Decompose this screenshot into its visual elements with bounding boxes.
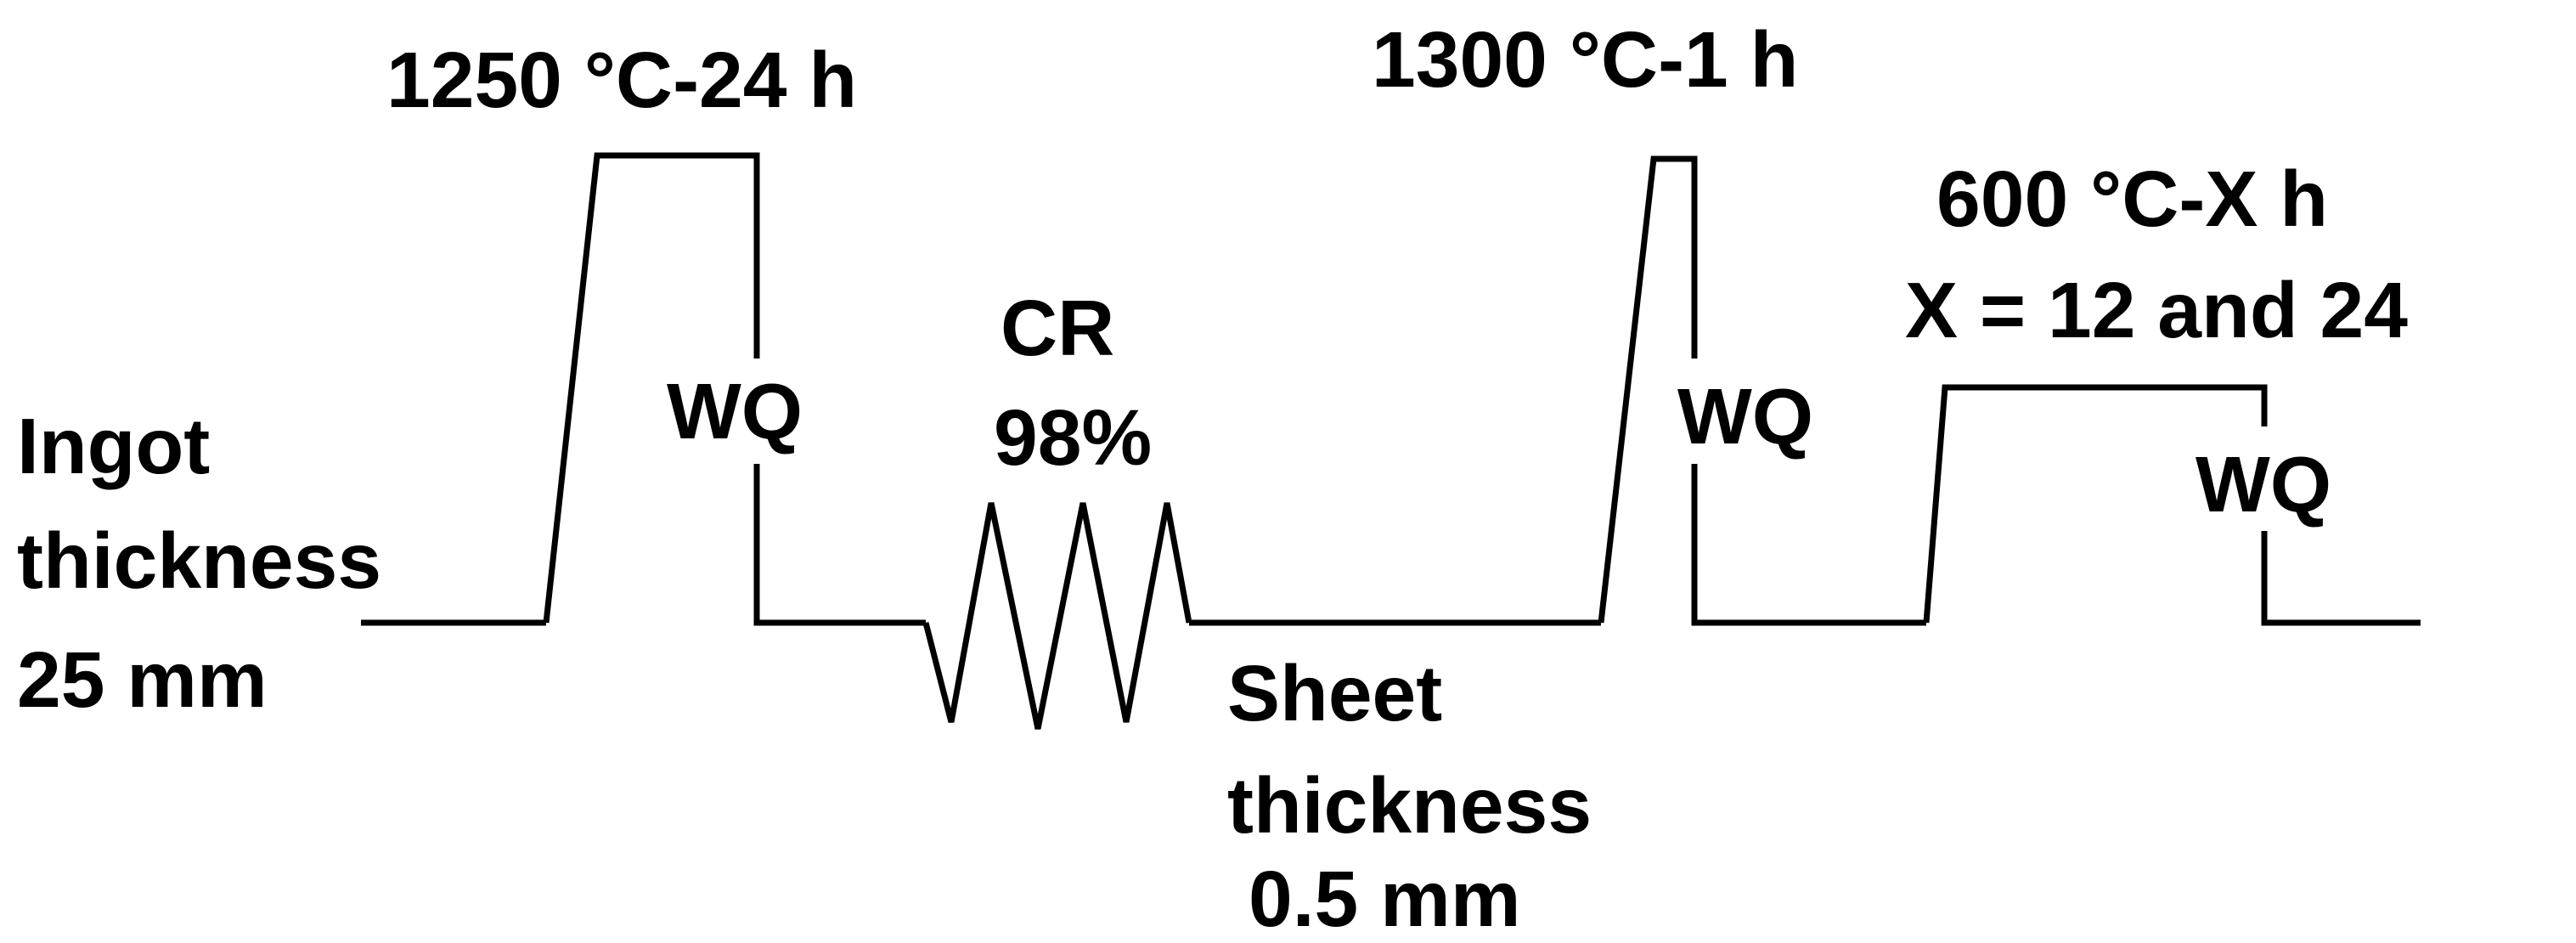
- aging-cycle-line: [1923, 384, 2268, 624]
- ingot-label-line2: thickness: [17, 517, 381, 605]
- aging-label-line2: X = 12 and 24: [1905, 266, 2408, 354]
- quench-3-label: WQ: [2196, 440, 2331, 528]
- sheet-label-line1: Sheet: [1227, 649, 1442, 737]
- quench-2-label: WQ: [1677, 372, 1813, 460]
- solution-treatment-label: 1300 °C-1 h: [1372, 15, 1798, 104]
- cold-rolling-zigzag: [922, 502, 1192, 730]
- aging-label-line1: 600 °C-X h: [1936, 155, 2328, 243]
- quench-1-label: WQ: [667, 367, 803, 455]
- ingot-label-line1: Ingot: [17, 402, 210, 490]
- solution-treatment-cycle-line: [1598, 155, 1698, 624]
- sheet-label-line3: 0.5 mm: [1249, 855, 1521, 943]
- cold-rolling-label-line2: 98%: [994, 393, 1152, 482]
- homogenization-label: 1250 °C-24 h: [386, 36, 857, 124]
- cold-rolling-label-line1: CR: [1001, 284, 1114, 372]
- quench-3-drop-line: [2261, 531, 2421, 626]
- ingot-label-line3: 25 mm: [17, 635, 268, 724]
- homogenization-cycle-line: [543, 152, 760, 624]
- sheet-label-line2: thickness: [1227, 761, 1592, 850]
- quench-1-drop-line: [753, 464, 926, 626]
- quench-2-drop-line: [1691, 464, 1926, 626]
